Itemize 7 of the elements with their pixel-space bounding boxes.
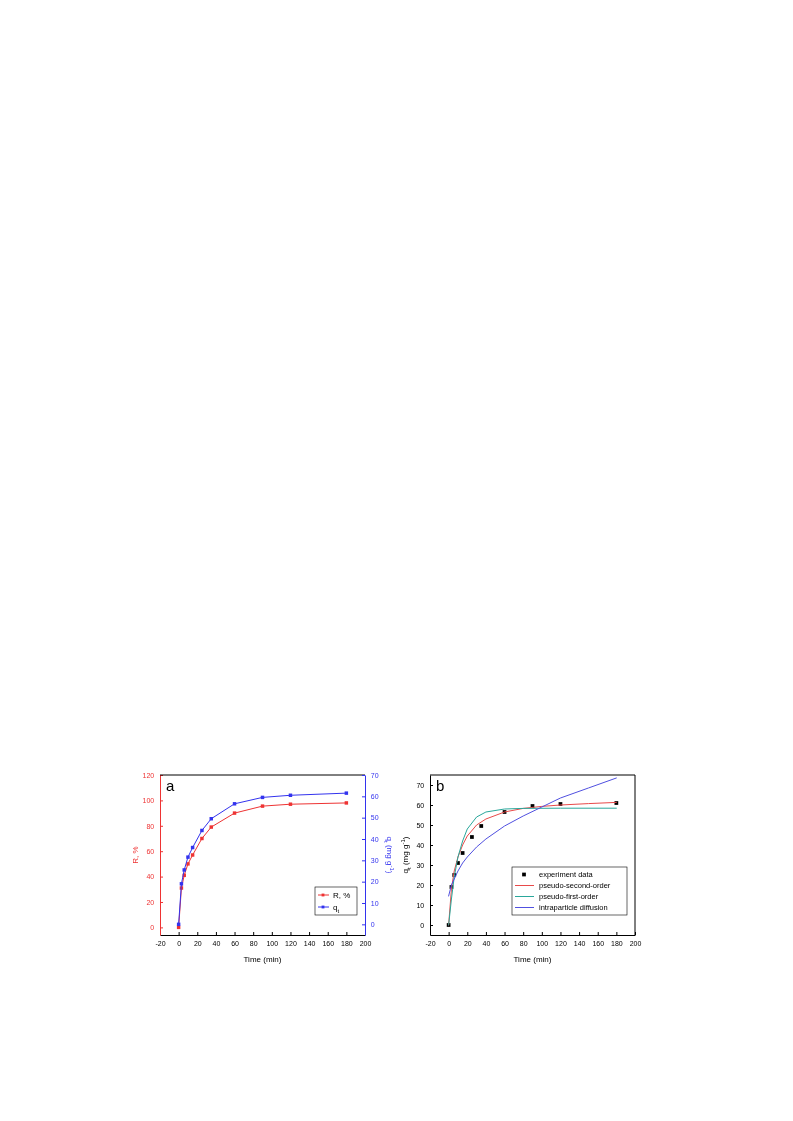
legend-label: R, %	[333, 890, 351, 900]
legend-label: q$_{t}$	[333, 902, 340, 914]
x-axis-title: Time (min)	[513, 955, 552, 964]
annotation: b	[436, 777, 445, 794]
x-axis-title: Time (min)	[243, 955, 282, 964]
annotation: a	[166, 777, 175, 794]
y-axis-title: R, %	[131, 846, 140, 864]
